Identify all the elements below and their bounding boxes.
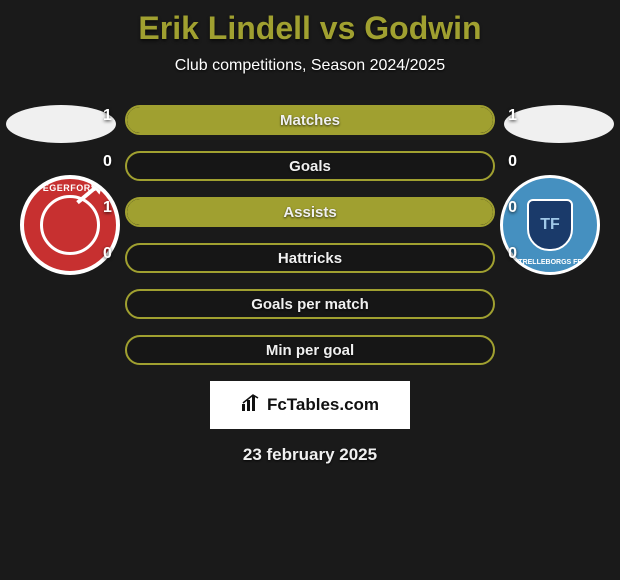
stat-value-right: 0 — [508, 153, 517, 171]
player-left-oval — [6, 105, 116, 143]
stat-row: Matches — [125, 105, 495, 135]
page-title: Erik Lindell vs Godwin — [0, 0, 620, 47]
stat-row: Goals per match — [125, 289, 495, 319]
stat-value-right: 1 — [508, 107, 517, 125]
date-text: 23 february 2025 — [0, 445, 620, 465]
stat-row: Hattricks — [125, 243, 495, 273]
stat-value-left: 0 — [103, 153, 112, 171]
subtitle: Club competitions, Season 2024/2025 — [0, 57, 620, 75]
stat-value-left: 0 — [103, 245, 112, 263]
watermark-box: FcTables.com — [210, 381, 410, 429]
stat-value-left: 1 — [103, 199, 112, 217]
comparison-block: EGERFORS TF TRELLEBORGS FF Matches11Goal… — [0, 105, 620, 465]
stat-label: Assists — [127, 199, 493, 225]
badge-right-tf: TF — [540, 216, 560, 234]
stat-label: Goals per match — [127, 291, 493, 317]
badge-right-text: TRELLEBORGS FF — [503, 259, 597, 266]
stats-bars: Matches11Goals00Assists10Hattricks00Goal… — [125, 105, 495, 365]
stat-row: Assists — [125, 197, 495, 227]
stat-value-right: 0 — [508, 199, 517, 217]
stat-row: Goals — [125, 151, 495, 181]
stat-row: Min per goal — [125, 335, 495, 365]
player-right-oval — [504, 105, 614, 143]
stat-label: Hattricks — [127, 245, 493, 271]
chart-icon — [241, 394, 261, 417]
watermark-text: FcTables.com — [267, 395, 379, 415]
stat-label: Min per goal — [127, 337, 493, 363]
stat-label: Goals — [127, 153, 493, 179]
stat-value-left: 1 — [103, 107, 112, 125]
stat-value-right: 0 — [508, 245, 517, 263]
stat-label: Matches — [127, 107, 493, 133]
